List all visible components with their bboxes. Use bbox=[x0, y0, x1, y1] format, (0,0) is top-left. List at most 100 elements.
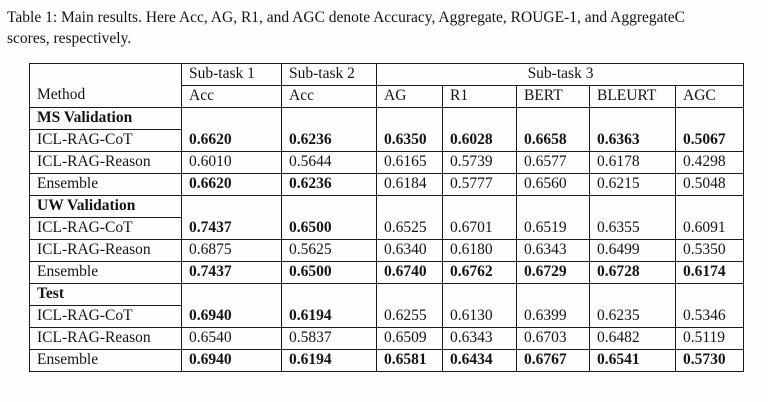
table-row: Ensemble 0.6620 0.6236 0.6184 0.5777 0.6560 0.… bbox=[29, 173, 744, 196]
empty-cell bbox=[516, 195, 590, 218]
value-cell: 0.4298 bbox=[675, 151, 744, 174]
subtask1-group-header: Sub-task 1 bbox=[181, 63, 282, 86]
value-cell: 0.6236 bbox=[281, 129, 377, 152]
value-cell: 0.5346 bbox=[675, 305, 744, 328]
value-cell: 0.5837 bbox=[281, 327, 377, 350]
value-cell: 0.6767 bbox=[516, 349, 590, 372]
empty-cell bbox=[675, 283, 744, 306]
value-cell: 0.6740 bbox=[376, 261, 443, 284]
empty-cell bbox=[376, 283, 443, 306]
value-cell: 0.6499 bbox=[589, 239, 676, 262]
section-title-cell: UW Validation bbox=[29, 195, 182, 218]
table-row: Ensemble 0.7437 0.6500 0.6740 0.6762 0.6729 0.… bbox=[29, 261, 744, 284]
r1-header: R1 bbox=[442, 85, 517, 108]
value-cell: 0.6028 bbox=[442, 129, 517, 152]
value-cell: 0.5739 bbox=[442, 151, 517, 174]
value-cell: 0.6255 bbox=[376, 305, 443, 328]
table-row: ICL-RAG-CoT 0.6620 0.6236 0.6350 0.6028 0.665… bbox=[29, 129, 744, 152]
value-cell: 0.5067 bbox=[675, 129, 744, 152]
value-cell: 0.6541 bbox=[589, 349, 676, 372]
empty-cell bbox=[442, 283, 517, 306]
empty-cell bbox=[376, 107, 443, 130]
empty-cell bbox=[589, 283, 676, 306]
page: Table 1: Main results. Here Acc, AG, R1,… bbox=[0, 7, 768, 372]
empty-cell bbox=[376, 195, 443, 218]
value-cell: 0.6703 bbox=[516, 327, 590, 350]
value-cell: 0.6236 bbox=[281, 173, 377, 196]
value-cell: 0.6701 bbox=[442, 217, 517, 240]
value-cell: 0.5777 bbox=[442, 173, 517, 196]
empty-cell bbox=[516, 283, 590, 306]
empty-cell bbox=[281, 283, 377, 306]
header-group-row: Method Sub-task 1 Sub-task 2 Sub-task 3 bbox=[29, 63, 744, 108]
value-cell: 0.6194 bbox=[281, 349, 377, 372]
method-cell: ICL-RAG-CoT bbox=[29, 305, 182, 328]
value-cell: 0.6399 bbox=[516, 305, 590, 328]
value-cell: 0.5350 bbox=[675, 239, 744, 262]
table-row: Ensemble 0.6940 0.6194 0.6581 0.6434 0.6767 0.… bbox=[29, 349, 744, 372]
value-cell: 0.5644 bbox=[281, 151, 377, 174]
value-cell: 0.6500 bbox=[281, 261, 377, 284]
value-cell: 0.6762 bbox=[442, 261, 517, 284]
method-cell: ICL-RAG-Reason bbox=[29, 327, 182, 350]
value-cell: 0.6482 bbox=[589, 327, 676, 350]
value-cell: 0.6620 bbox=[181, 173, 282, 196]
value-cell: 0.6519 bbox=[516, 217, 590, 240]
empty-cell bbox=[589, 195, 676, 218]
table-row: ICL-RAG-CoT 0.6940 0.6194 0.6255 0.6130 0.639… bbox=[29, 305, 744, 328]
value-cell: 0.6875 bbox=[181, 239, 282, 262]
method-cell: ICL-RAG-CoT bbox=[29, 129, 182, 152]
method-column-header: Method bbox=[29, 63, 182, 108]
section-header-row: UW Validation bbox=[29, 195, 744, 218]
value-cell: 0.6343 bbox=[516, 239, 590, 262]
value-cell: 0.6180 bbox=[442, 239, 517, 262]
value-cell: 0.6509 bbox=[376, 327, 443, 350]
value-cell: 0.6184 bbox=[376, 173, 443, 196]
section-title-cell: Test bbox=[29, 283, 182, 306]
caption-line-2: scores, respectively. bbox=[7, 30, 132, 47]
value-cell: 0.5048 bbox=[675, 173, 744, 196]
agc-header: AGC bbox=[675, 85, 744, 108]
bleurt-header: BLEURT bbox=[589, 85, 676, 108]
value-cell: 0.7437 bbox=[181, 217, 282, 240]
empty-cell bbox=[281, 195, 377, 218]
value-cell: 0.6940 bbox=[181, 305, 282, 328]
value-cell: 0.5730 bbox=[675, 349, 744, 372]
value-cell: 0.6581 bbox=[376, 349, 443, 372]
method-cell: ICL-RAG-CoT bbox=[29, 217, 182, 240]
table-caption: Table 1: Main results. Here Acc, AG, R1,… bbox=[7, 7, 767, 49]
value-cell: 0.6940 bbox=[181, 349, 282, 372]
section-title-cell: MS Validation bbox=[29, 107, 182, 130]
value-cell: 0.6235 bbox=[589, 305, 676, 328]
value-cell: 0.6340 bbox=[376, 239, 443, 262]
method-cell: ICL-RAG-Reason bbox=[29, 239, 182, 262]
section-header-row: MS Validation bbox=[29, 107, 744, 130]
empty-cell bbox=[281, 107, 377, 130]
subtask1-acc-header: Acc bbox=[181, 85, 282, 108]
empty-cell bbox=[442, 195, 517, 218]
value-cell: 0.6525 bbox=[376, 217, 443, 240]
subtask3-group-header: Sub-task 3 bbox=[376, 63, 744, 86]
method-cell: ICL-RAG-Reason bbox=[29, 151, 182, 174]
method-cell: Ensemble bbox=[29, 349, 182, 372]
value-cell: 0.6355 bbox=[589, 217, 676, 240]
subtask2-acc-header: Acc bbox=[281, 85, 377, 108]
value-cell: 0.6194 bbox=[281, 305, 377, 328]
method-cell: Ensemble bbox=[29, 173, 182, 196]
value-cell: 0.6577 bbox=[516, 151, 590, 174]
empty-cell bbox=[516, 107, 590, 130]
value-cell: 0.7437 bbox=[181, 261, 282, 284]
value-cell: 0.6130 bbox=[442, 305, 517, 328]
value-cell: 0.6350 bbox=[376, 129, 443, 152]
bert-header: BERT bbox=[516, 85, 590, 108]
value-cell: 0.6620 bbox=[181, 129, 282, 152]
empty-cell bbox=[442, 107, 517, 130]
value-cell: 0.6540 bbox=[181, 327, 282, 350]
value-cell: 0.6215 bbox=[589, 173, 676, 196]
subtask2-group-header: Sub-task 2 bbox=[281, 63, 377, 86]
value-cell: 0.5625 bbox=[281, 239, 377, 262]
value-cell: 0.6728 bbox=[589, 261, 676, 284]
value-cell: 0.6434 bbox=[442, 349, 517, 372]
value-cell: 0.6010 bbox=[181, 151, 282, 174]
value-cell: 0.6560 bbox=[516, 173, 590, 196]
